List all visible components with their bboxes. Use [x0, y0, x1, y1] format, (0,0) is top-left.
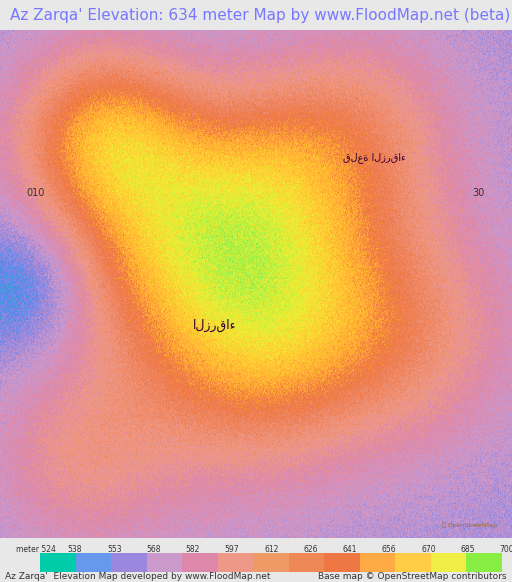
FancyBboxPatch shape [466, 553, 502, 572]
Text: Az Zarqa' Elevation: 634 meter Map by www.FloodMap.net (beta): Az Zarqa' Elevation: 634 meter Map by ww… [10, 8, 510, 23]
Text: 656: 656 [382, 545, 396, 553]
Text: 700: 700 [500, 545, 512, 553]
Text: meter 524: meter 524 [16, 545, 56, 553]
FancyBboxPatch shape [360, 553, 395, 572]
FancyBboxPatch shape [431, 553, 466, 572]
FancyBboxPatch shape [395, 553, 431, 572]
Text: الزرقاء: الزرقاء [194, 318, 237, 332]
FancyBboxPatch shape [76, 553, 111, 572]
Text: Az Zarqa'  Elevation Map developed by www.FloodMap.net: Az Zarqa' Elevation Map developed by www… [5, 572, 271, 581]
FancyBboxPatch shape [147, 553, 182, 572]
FancyBboxPatch shape [182, 553, 218, 572]
Text: 582: 582 [186, 545, 200, 553]
Text: 568: 568 [146, 545, 161, 553]
Text: 597: 597 [225, 545, 240, 553]
Text: 538: 538 [68, 545, 82, 553]
Text: 685: 685 [460, 545, 475, 553]
Text: قلعة الزرقاء: قلعة الزرقاء [343, 152, 405, 163]
Text: 010: 010 [27, 188, 45, 198]
Text: Base map © OpenStreetMap contributors: Base map © OpenStreetMap contributors [318, 572, 507, 581]
FancyBboxPatch shape [324, 553, 360, 572]
Text: 641: 641 [343, 545, 357, 553]
Text: 612: 612 [264, 545, 279, 553]
FancyBboxPatch shape [289, 553, 324, 572]
FancyBboxPatch shape [218, 553, 253, 572]
FancyBboxPatch shape [111, 553, 147, 572]
FancyBboxPatch shape [40, 553, 76, 572]
Text: 553: 553 [107, 545, 122, 553]
Text: 626: 626 [304, 545, 318, 553]
Text: 670: 670 [421, 545, 436, 553]
FancyBboxPatch shape [253, 553, 289, 572]
Text: Ⓓ OpenStreetMap: Ⓓ OpenStreetMap [442, 523, 497, 528]
Text: 30: 30 [473, 188, 485, 198]
